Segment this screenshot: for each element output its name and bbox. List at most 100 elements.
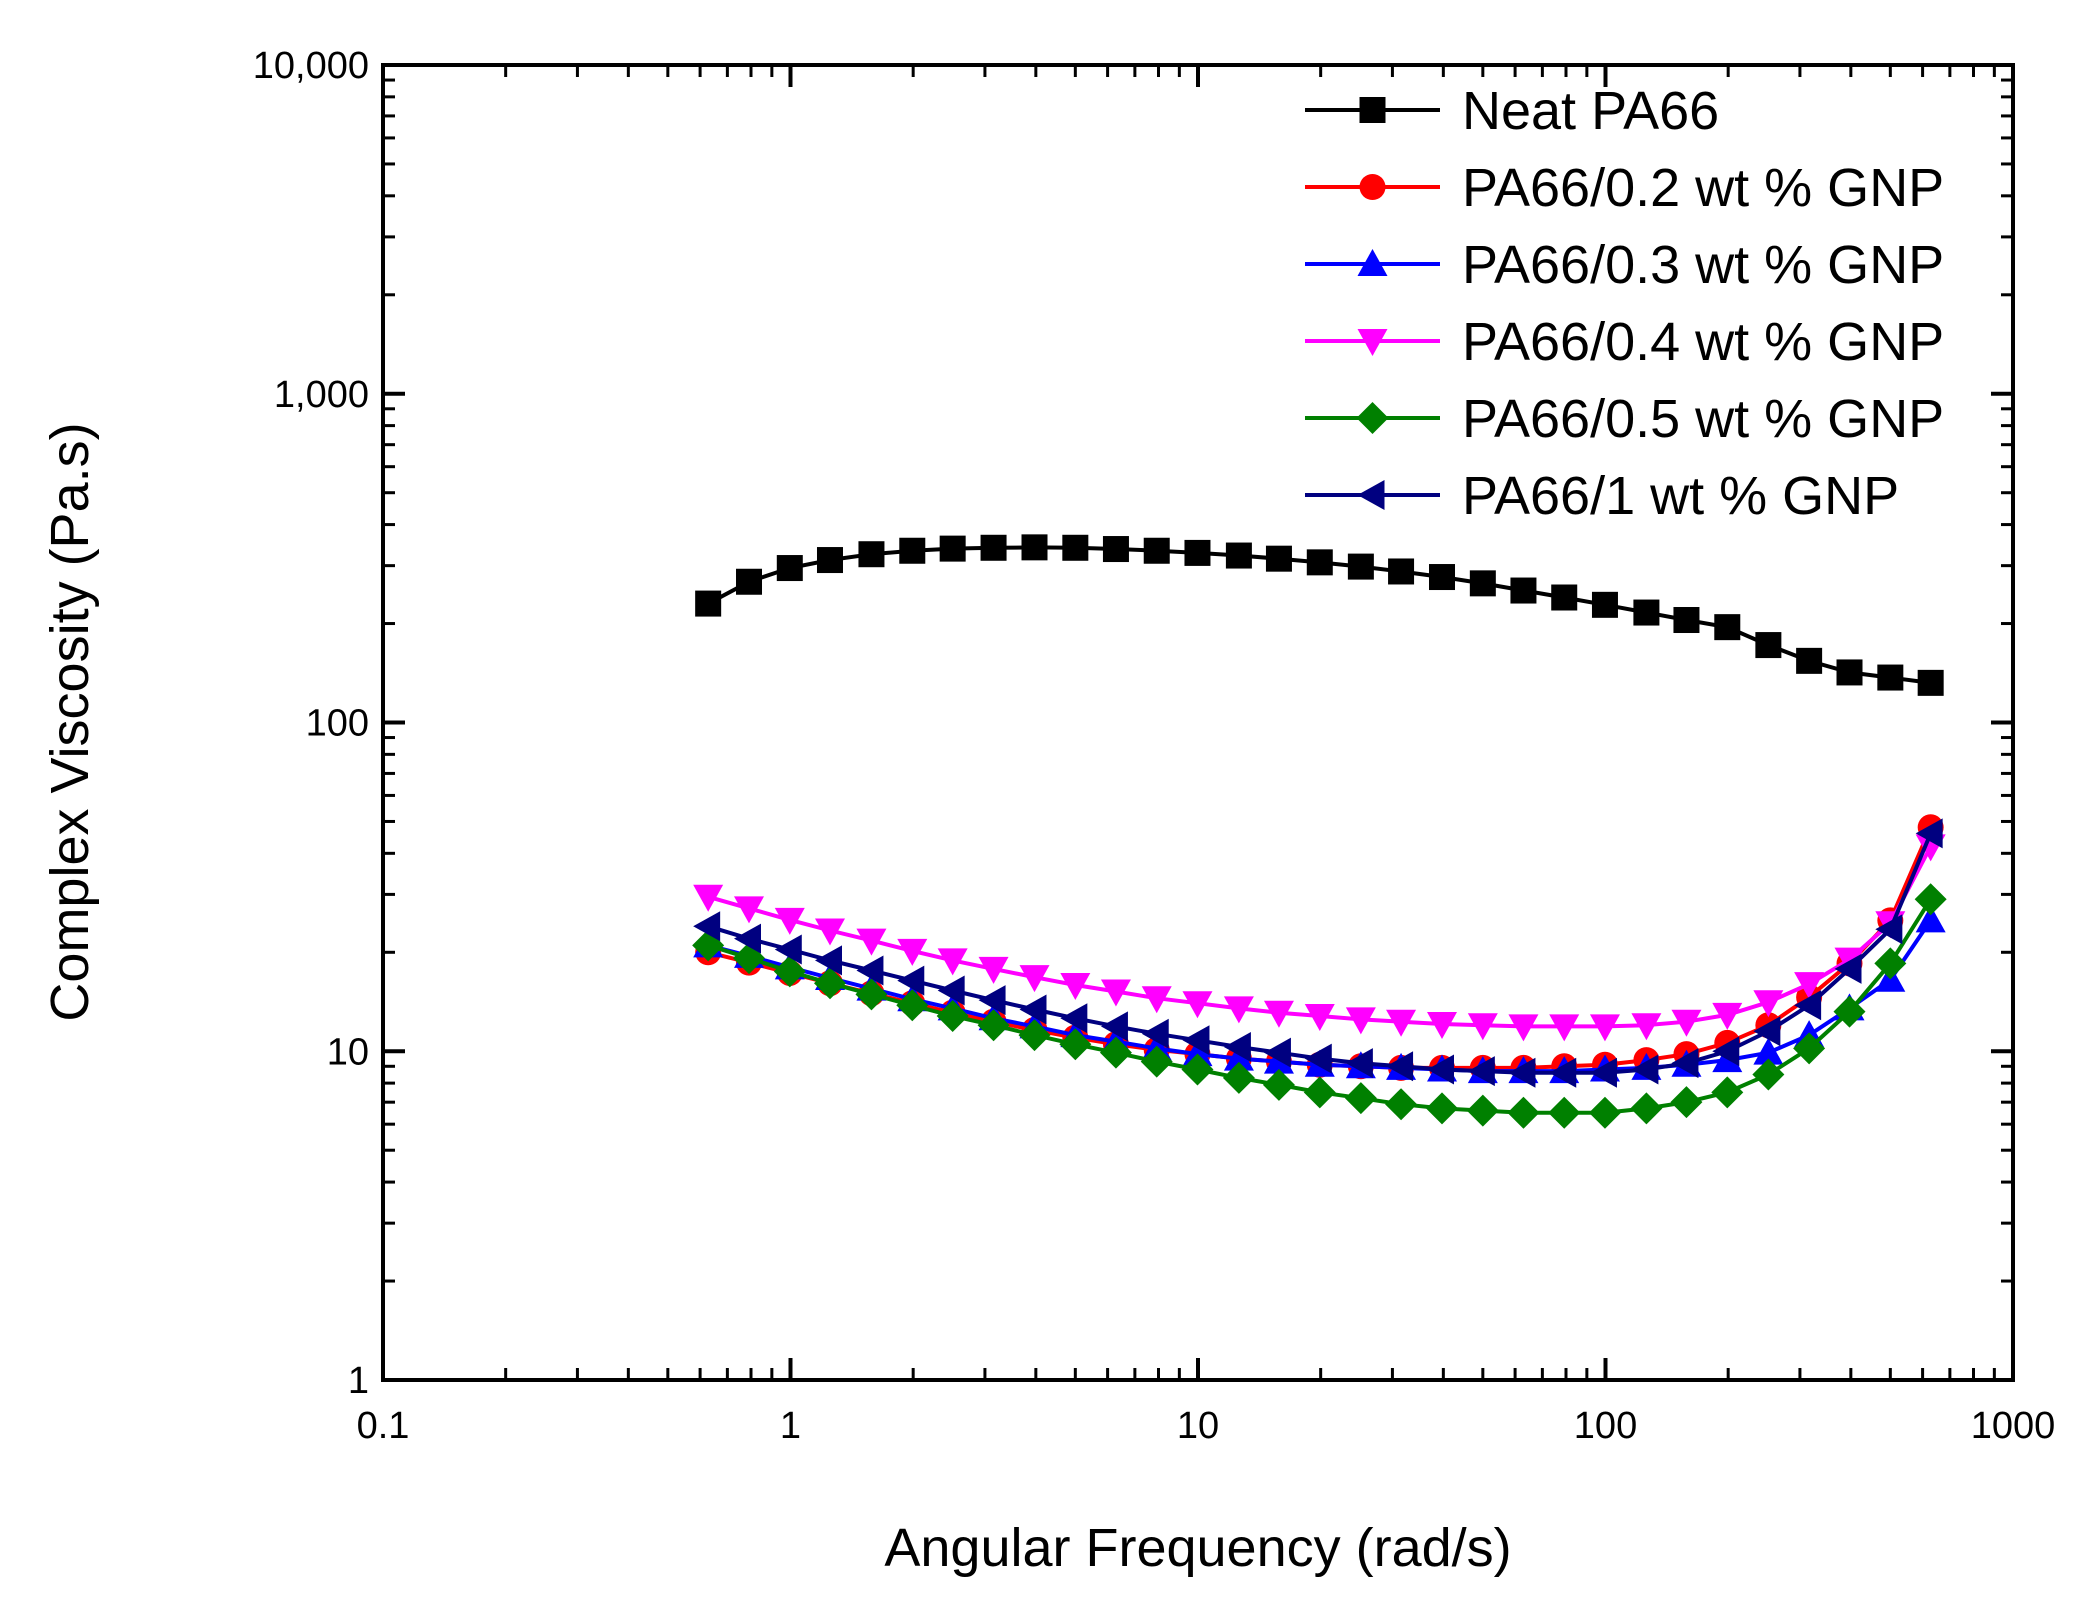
data-point [773,955,806,988]
series-line [707,919,1933,1074]
series-0 [695,534,1944,696]
series-3 [693,834,1946,1042]
data-point [1182,1039,1213,1067]
x-tick-label: 1000 [1971,1405,2056,1447]
legend-entry: PA66/0.4 wt % GNP [1305,312,1944,372]
legend-entry: Neat PA66 [1305,81,1719,141]
data-point [1060,1003,1088,1034]
data-point [1099,1036,1132,1069]
data-point [939,535,966,562]
data-point [1466,1094,1499,1127]
data-point [1793,1032,1826,1065]
legend-marker [1357,249,1388,276]
data-point [855,978,888,1011]
data-point [1059,1028,1092,1061]
data-point [856,928,887,956]
series-4 [692,883,1947,1129]
data-point [816,547,843,574]
data-point [693,884,724,912]
x-tick-label: 0.1 [357,1405,410,1447]
data-point [897,938,928,966]
data-point [1021,534,1048,561]
data-point [1712,1002,1743,1030]
data-point [1548,1096,1581,1129]
data-point [1469,570,1496,597]
data-point [1344,1082,1377,1115]
data-point [1427,1054,1455,1085]
data-point [978,985,1006,1016]
data-point [1712,1036,1740,1067]
data-point [980,534,1007,561]
legend-label: PA66/0.2 wt % GNP [1462,158,1944,218]
data-point [1591,591,1618,618]
data-point [1755,632,1782,659]
data-point [814,918,845,946]
data-point [1263,1037,1291,1068]
legend-entry: PA66/1 wt % GNP [1305,466,1899,526]
data-point [1100,979,1131,1007]
data-point [776,555,803,582]
data-point [1182,1025,1210,1056]
data-point [1631,1013,1662,1041]
legend-label: PA66/0.3 wt % GNP [1462,235,1944,295]
data-point [1673,607,1700,634]
legend-marker [1357,329,1388,356]
data-point [1303,1076,1336,1109]
data-point [1262,1068,1295,1101]
data-point [1551,584,1578,611]
data-point [1100,1011,1128,1042]
data-point [1915,905,1946,933]
data-point [937,975,965,1006]
series-layer [692,534,1947,1129]
data-point [1223,996,1254,1024]
data-point [1345,1048,1373,1079]
data-point [1834,953,1862,984]
plot-frame [381,63,2015,1382]
data-point [1225,542,1252,569]
data-point [1714,614,1741,641]
data-point [1796,647,1823,674]
legend-marker [1356,402,1389,434]
data-point [693,911,721,942]
data-point [1181,1053,1214,1086]
legend-marker [1357,480,1385,510]
data-point [1836,659,1863,686]
data-point [1510,577,1537,604]
data-point [1917,669,1944,696]
data-point [1388,558,1415,585]
data-point [1386,1051,1414,1082]
data-point [1508,1057,1536,1088]
legend-label: PA66/1 wt % GNP [1462,466,1899,526]
data-point [978,956,1009,984]
data-point [1265,545,1292,572]
data-point [1877,664,1904,691]
data-point [1141,986,1172,1014]
y-tick-label: 1 [348,1360,369,1402]
data-point [937,948,968,976]
data-point [896,989,929,1022]
y-axis-title: Complex Viscosity (Pa.s) [40,422,100,1021]
data-point [1386,1009,1417,1037]
data-point [1588,1096,1621,1129]
data-point [1019,965,1050,993]
data-point [1304,1004,1335,1032]
legend: Neat PA66 PA66/0.2 wt % GNP PA66/0.3 wt % … [1305,81,1944,526]
data-point [1467,1013,1498,1041]
series-line [707,832,1933,1075]
legend-label: Neat PA66 [1462,81,1719,141]
data-point [977,1009,1010,1042]
data-point [695,590,722,617]
data-point [858,541,885,568]
data-point [1670,1086,1703,1119]
data-point [1589,1014,1620,1042]
data-point [1507,1096,1540,1129]
data-point [1304,1043,1332,1074]
data-point [1062,534,1089,561]
legend-label: PA66/0.4 wt % GNP [1462,312,1944,372]
data-point [1752,1058,1785,1091]
data-point [1753,1016,1781,1047]
data-point [1711,1076,1744,1109]
y-tick-label: 10,000 [253,45,369,87]
